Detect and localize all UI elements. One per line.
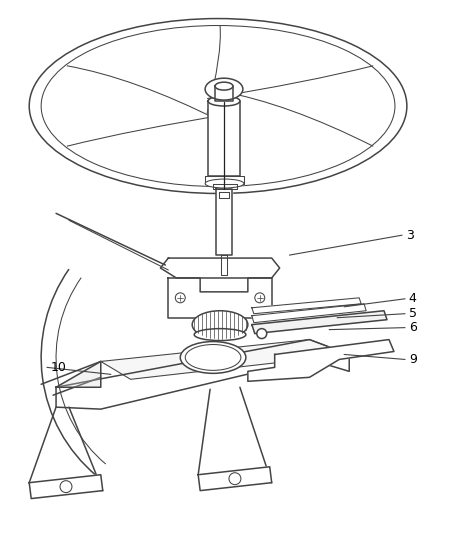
Polygon shape xyxy=(160,258,280,292)
Text: 6: 6 xyxy=(409,321,417,334)
Ellipse shape xyxy=(215,82,233,90)
Ellipse shape xyxy=(194,329,246,341)
Text: 3: 3 xyxy=(406,229,414,242)
Polygon shape xyxy=(252,311,387,334)
Text: 5: 5 xyxy=(409,307,417,320)
Polygon shape xyxy=(213,183,237,189)
Ellipse shape xyxy=(180,342,246,373)
Polygon shape xyxy=(198,467,272,491)
Polygon shape xyxy=(248,339,394,381)
Polygon shape xyxy=(29,475,103,499)
Polygon shape xyxy=(221,255,227,275)
Polygon shape xyxy=(219,193,229,199)
Polygon shape xyxy=(216,189,232,255)
Circle shape xyxy=(257,329,267,338)
Polygon shape xyxy=(101,339,349,379)
Polygon shape xyxy=(205,175,244,183)
Polygon shape xyxy=(168,278,272,318)
Ellipse shape xyxy=(205,78,243,100)
Polygon shape xyxy=(252,304,366,323)
Text: 9: 9 xyxy=(409,353,417,366)
Text: 4: 4 xyxy=(409,292,417,305)
Polygon shape xyxy=(56,339,349,409)
Polygon shape xyxy=(215,86,233,101)
Polygon shape xyxy=(56,362,101,387)
Polygon shape xyxy=(208,101,240,175)
Text: 10: 10 xyxy=(51,361,67,374)
Ellipse shape xyxy=(192,311,248,338)
Ellipse shape xyxy=(208,96,240,106)
Polygon shape xyxy=(252,298,361,314)
Ellipse shape xyxy=(205,179,244,188)
